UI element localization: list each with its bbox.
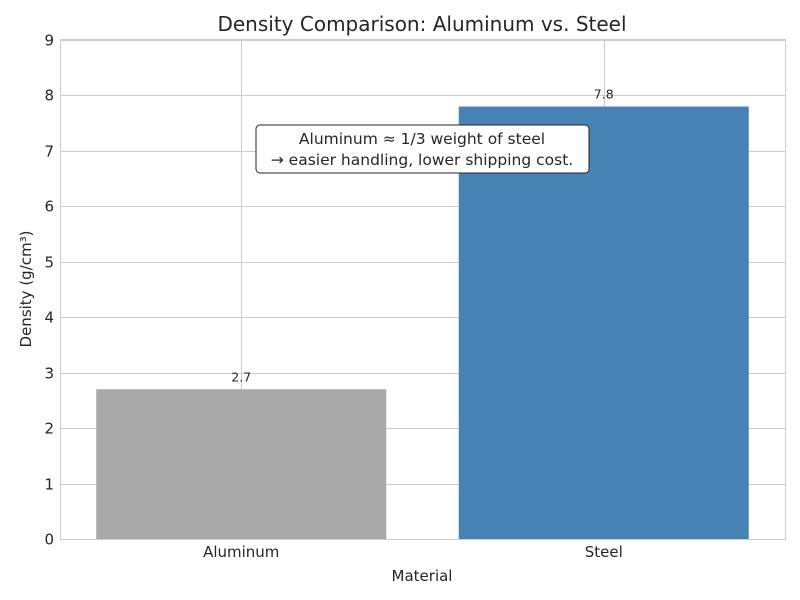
annotation-line-2: → easier handling, lower shipping cost. [271, 151, 573, 169]
annotation-line-1: Aluminum ≈ 1/3 weight of steel [299, 130, 545, 148]
y-tick-label: 3 [44, 365, 54, 383]
y-tick-label: 6 [44, 198, 54, 216]
annotation-frame [255, 124, 590, 174]
x-tick-label: Steel [585, 543, 623, 561]
data-label-steel: 7.8 [594, 87, 614, 102]
data-labels: 2.7 7.8 [231, 87, 613, 385]
bar-aluminum [96, 389, 387, 539]
bar-steel [458, 106, 749, 540]
chart-title: Density Comparison: Aluminum vs. Steel [217, 12, 626, 36]
x-axis-label: Material [392, 567, 453, 585]
plot-frame [60, 39, 786, 540]
annotation-box: Aluminum ≈ 1/3 weight of steel → easier … [255, 124, 590, 174]
x-tick-label: Aluminum [203, 543, 279, 561]
y-tick-label: 8 [44, 87, 54, 105]
y-tick-label: 7 [44, 143, 54, 161]
data-label-aluminum: 2.7 [231, 369, 251, 384]
y-tick-label: 0 [44, 531, 54, 549]
y-tick-label: 1 [44, 476, 54, 494]
y-tick-label: 5 [44, 254, 54, 272]
x-axis-ticks: Aluminum Steel [203, 543, 623, 561]
y-tick-label: 4 [44, 309, 54, 327]
y-axis-ticks: 0 1 2 3 4 5 6 7 8 9 [44, 32, 54, 549]
y-axis-label: Density (g/cm³) [17, 231, 35, 348]
y-tick-label: 9 [44, 32, 54, 50]
bars [96, 106, 749, 540]
y-tick-label: 2 [44, 420, 54, 438]
